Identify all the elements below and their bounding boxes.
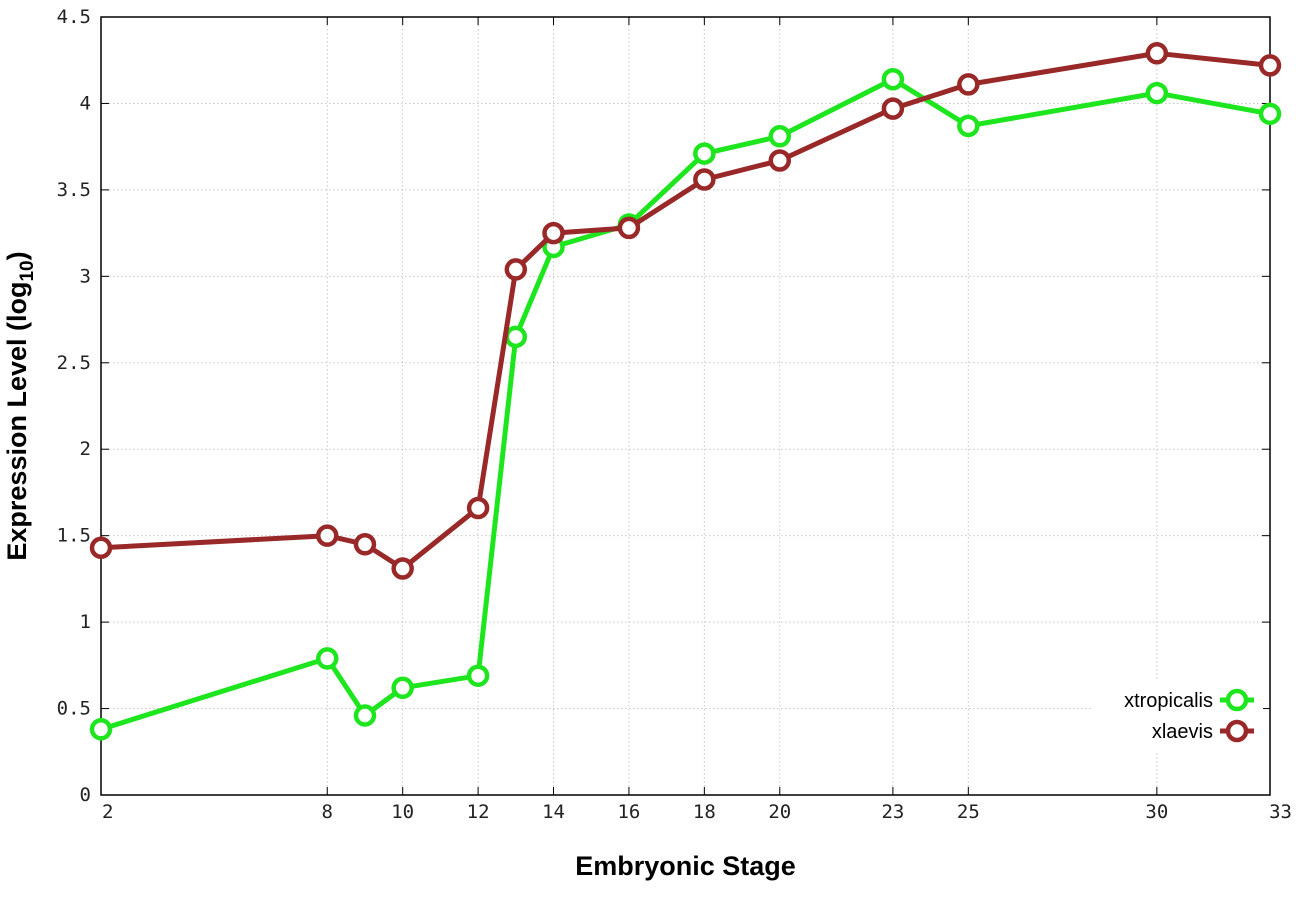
legend-label: xlaevis <box>1152 721 1213 743</box>
data-point <box>89 536 113 560</box>
y-axis-title-suffix: ) <box>2 251 32 260</box>
x-tick-label: 30 <box>1145 801 1168 823</box>
data-point <box>316 647 339 670</box>
y-tick-label: 2 <box>80 438 91 460</box>
data-point <box>693 142 716 165</box>
data-point <box>1145 42 1169 65</box>
y-tick-label: 3 <box>80 265 91 287</box>
data-point <box>542 221 565 245</box>
y-axis-title-subscript: 10 <box>17 260 38 281</box>
x-tick-label: 12 <box>467 801 490 823</box>
y-tick-label: 0.5 <box>57 698 91 720</box>
legend-swatch-marker <box>1225 719 1249 743</box>
x-tick-label: 2 <box>102 801 113 823</box>
x-tick-label: 33 <box>1269 801 1292 823</box>
x-tick-label: 23 <box>881 801 904 823</box>
series-layer <box>89 42 1282 741</box>
data-point <box>768 125 792 148</box>
data-point <box>693 168 716 191</box>
y-tick-label: 0 <box>80 784 91 806</box>
y-tick-label: 1.5 <box>57 525 91 547</box>
data-point <box>504 258 528 281</box>
plot-frame <box>100 16 1271 796</box>
data-point <box>353 704 377 727</box>
data-point <box>957 114 980 138</box>
y-tick-label: 1 <box>80 611 91 633</box>
y-tick-label: 3.5 <box>57 179 91 201</box>
data-point <box>316 524 339 547</box>
x-tick-label: 10 <box>391 801 414 823</box>
data-point <box>1258 102 1282 126</box>
data-point <box>881 67 905 91</box>
y-axis-title-main: Expression Level (log <box>2 282 32 561</box>
x-tick-label: 20 <box>768 801 791 823</box>
data-point <box>353 533 377 556</box>
legend: xtropicalis xlaevis <box>1093 680 1263 752</box>
series-xtropicalis <box>89 67 1282 741</box>
legend-swatch-marker <box>1225 688 1249 712</box>
y-tick-label: 4 <box>80 92 91 114</box>
data-point <box>466 496 490 520</box>
grid-lines <box>101 17 1270 795</box>
legend-label: xtropicalis <box>1124 690 1213 712</box>
y-tick-label: 4.5 <box>57 6 91 28</box>
series-line <box>100 76 1271 732</box>
series-line <box>100 50 1271 571</box>
data-point <box>768 149 792 172</box>
axis-ticks: 0 0.5 1 1.5 2 2.5 3 3.5 4 4.5 2 8 10 12 14 16 18 20 23 25 30… <box>57 6 1292 823</box>
x-tick-label: 16 <box>617 801 640 823</box>
data-point <box>957 73 980 96</box>
data-point <box>466 664 490 687</box>
x-tick-label: 8 <box>322 801 333 823</box>
x-tick-label: 14 <box>542 801 565 823</box>
series-xlaevis <box>89 42 1282 580</box>
data-point <box>617 216 641 240</box>
x-tick-label: 25 <box>957 801 980 823</box>
x-axis-title: Embryonic Stage <box>575 851 796 881</box>
y-axis-title: Expression Level (log10) <box>2 251 38 560</box>
data-point <box>504 325 528 349</box>
data-point <box>391 557 414 580</box>
data-point <box>1258 54 1282 77</box>
data-point <box>391 676 414 700</box>
y-tick-label: 2.5 <box>57 352 91 374</box>
x-tick-label: 18 <box>693 801 716 823</box>
data-point <box>881 97 905 120</box>
data-point <box>89 718 113 741</box>
data-point <box>1145 81 1169 105</box>
